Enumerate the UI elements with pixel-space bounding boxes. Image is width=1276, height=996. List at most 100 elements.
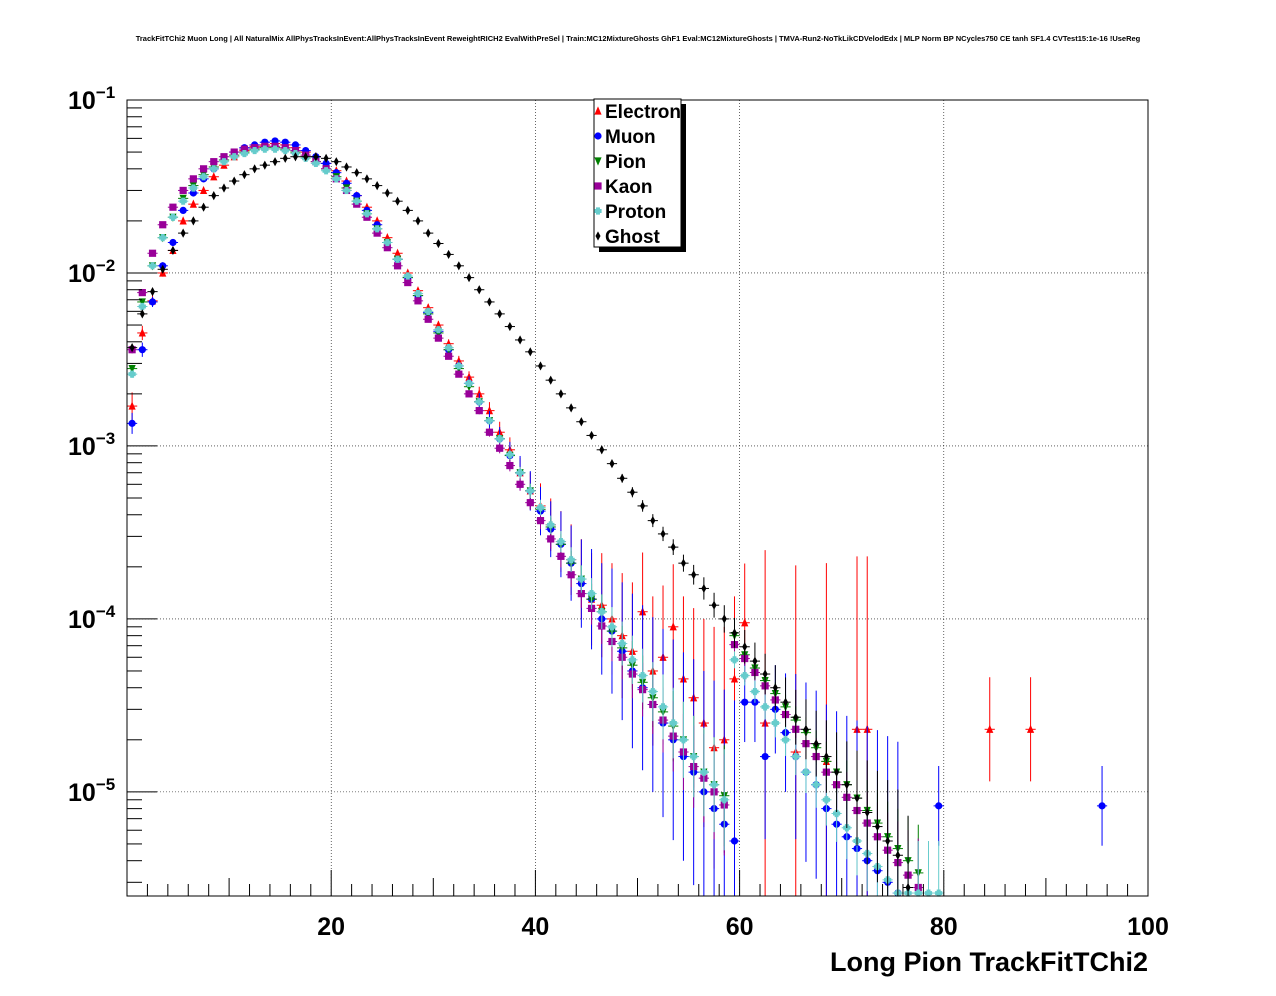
data-point — [629, 487, 635, 497]
data-point — [210, 172, 218, 181]
data-point — [241, 170, 247, 180]
data-point — [281, 146, 289, 155]
data-point — [393, 248, 402, 257]
data-point — [281, 138, 289, 146]
data-point — [424, 315, 432, 323]
data-point — [262, 160, 268, 170]
data-point — [577, 575, 585, 583]
data-point — [536, 504, 545, 512]
data-point — [435, 238, 441, 249]
data-point — [364, 174, 370, 184]
data-point — [517, 335, 523, 345]
data-point — [150, 287, 156, 297]
data-point — [813, 739, 819, 749]
data-point — [618, 639, 626, 648]
data-point — [261, 145, 269, 153]
data-point — [639, 672, 647, 680]
data-point — [537, 361, 544, 371]
data-point — [282, 153, 288, 163]
data-point — [506, 461, 514, 470]
data-point — [445, 344, 453, 352]
data-point — [609, 459, 615, 469]
data-point — [313, 152, 319, 162]
data-point — [516, 469, 524, 477]
data-point — [373, 229, 381, 237]
x-tick-label: 100 — [1127, 913, 1169, 941]
data-point — [679, 736, 688, 744]
data-point — [793, 712, 799, 722]
data-point — [342, 186, 351, 195]
data-point — [761, 752, 769, 761]
data-point — [526, 487, 534, 495]
data-point — [138, 346, 146, 354]
data-point — [721, 614, 727, 624]
data-point — [558, 389, 564, 399]
data-point — [201, 202, 207, 212]
data-point — [323, 153, 329, 163]
data-point — [272, 157, 278, 167]
data-point — [189, 199, 197, 208]
data-point — [730, 674, 739, 683]
legend-marker-muon — [594, 132, 602, 140]
data-point — [139, 309, 145, 319]
data-point — [548, 375, 554, 385]
y-tick-label: 10−2 — [68, 256, 115, 288]
data-point — [169, 238, 177, 247]
data-point — [414, 289, 422, 298]
data-point — [599, 445, 605, 455]
data-point — [700, 768, 708, 776]
data-point — [557, 552, 565, 560]
data-point — [434, 326, 443, 334]
data-point — [190, 216, 196, 226]
data-point — [199, 173, 208, 181]
data-point — [456, 261, 462, 271]
data-point — [567, 556, 575, 564]
data-point — [874, 821, 880, 832]
legend-marker-ghost — [595, 231, 601, 241]
legend-label-muon: Muon — [605, 127, 656, 148]
data-point — [138, 302, 146, 311]
data-point — [240, 149, 249, 158]
data-point — [434, 334, 443, 342]
data-point — [333, 157, 339, 167]
data-point — [170, 245, 176, 256]
data-point — [128, 401, 136, 410]
data-point — [783, 697, 789, 707]
data-point — [485, 417, 494, 425]
data-point — [322, 159, 330, 167]
x-axis-title: Long Pion TrackFitTChi2 — [830, 947, 1148, 977]
data-point — [210, 165, 218, 173]
data-point — [159, 234, 167, 242]
data-point — [669, 719, 677, 727]
data-point — [497, 309, 503, 319]
data-point — [180, 228, 186, 238]
data-point — [354, 168, 360, 178]
legend[interactable]: Electron Muon Pion Kaon Proton Ghost — [593, 98, 686, 252]
data-point — [231, 176, 237, 186]
data-point — [802, 768, 810, 776]
data-point — [772, 683, 778, 693]
data-point — [384, 188, 390, 198]
data-point — [660, 529, 666, 539]
legend-marker-electron — [594, 106, 602, 115]
data-point — [179, 186, 187, 195]
data-point — [924, 889, 933, 897]
series-ghost — [127, 152, 914, 896]
data-point — [179, 197, 187, 205]
data-point — [148, 298, 157, 306]
data-point — [465, 379, 473, 387]
data-point — [823, 751, 829, 762]
data-point — [199, 165, 208, 173]
data-point — [690, 752, 698, 761]
data-point — [598, 608, 606, 616]
data-point — [526, 499, 534, 507]
data-point — [986, 724, 994, 733]
data-point — [864, 807, 870, 818]
data-point — [701, 583, 707, 594]
data-point — [211, 191, 217, 201]
data-point — [395, 196, 401, 206]
data-point — [670, 542, 676, 552]
data-point — [536, 517, 545, 525]
data-point — [650, 516, 656, 526]
data-point — [496, 435, 504, 443]
